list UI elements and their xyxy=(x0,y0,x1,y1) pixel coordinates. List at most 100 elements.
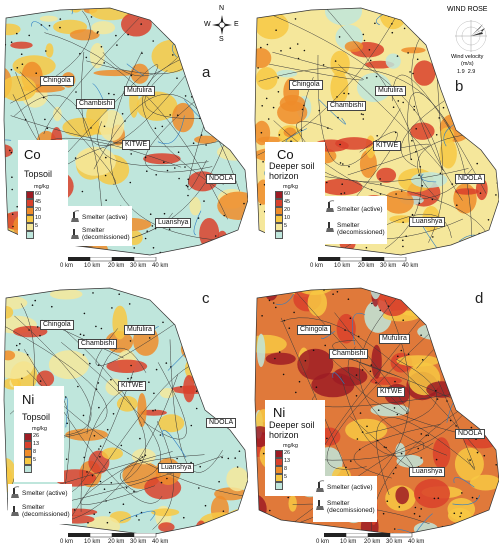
legend-c-unit: mg/kg xyxy=(32,426,47,432)
legend-d-swatch-3 xyxy=(275,466,283,474)
smelter-active-label-c: Smelter (active) xyxy=(22,490,68,497)
scale-bl-0: 0 km xyxy=(60,539,74,545)
legend-d-element: Ni xyxy=(273,405,286,420)
legend-b: Co Deeper soil horizon mg/kg 60 45 20 10… xyxy=(265,142,325,246)
smelter-active-label: Smelter (active) xyxy=(82,214,128,221)
panel-letter-b: b xyxy=(455,78,464,95)
scale-bar-bottom-left: 0 km 10 km 20 km 30 km 40 km xyxy=(60,533,180,550)
legend-d-class-2: 13 xyxy=(284,458,291,464)
scale-br-20: 20 km xyxy=(364,539,381,545)
legend-a-class-1: 60 xyxy=(35,191,42,197)
scale-tr-10: 10 km xyxy=(334,263,351,269)
wind-rose-caption-1: Wind velocity xyxy=(451,54,484,60)
legend-a-swatch-3 xyxy=(26,207,34,215)
smelter-decommissioned-icon-d xyxy=(316,500,324,510)
city-label-chingola-c: Chingola xyxy=(40,320,74,330)
legend-b-class-2: 45 xyxy=(284,199,291,205)
city-label-kitwe-c: KITWE xyxy=(118,381,147,391)
city-label-chingola-b: Chingola xyxy=(289,80,323,90)
scale-tr-20: 20 km xyxy=(358,263,375,269)
scale-tr-30: 30 km xyxy=(380,263,397,269)
map-panel-a: a Chingola Mufulira Chambishi KITWE NDOL… xyxy=(0,0,248,270)
smelter-decom-label-1: Smelter xyxy=(82,227,105,234)
legend-a-class-2: 45 xyxy=(35,199,42,205)
city-label-luanshya-b: Luanshya xyxy=(409,217,446,227)
smelter-active-icon-b xyxy=(326,200,335,212)
scale-top-30: 30 km xyxy=(130,263,147,269)
legend-a-swatch-2 xyxy=(26,199,34,207)
city-label-ndola-b: NDOLA xyxy=(455,174,486,184)
legend-b-unit: mg/kg xyxy=(283,184,298,190)
panel-letter-c: c xyxy=(202,290,210,307)
city-label-mufulira-b: Mufulira xyxy=(375,86,406,96)
smelter-legend-b: Smelter (active) Smelter (decomissioned) xyxy=(323,196,387,244)
smelter-decom-label-2: (decomissioned) xyxy=(82,234,130,241)
city-label-mufulira-d: Mufulira xyxy=(379,334,410,344)
smelter-decom-label-2-d: (decomissioned) xyxy=(327,507,375,514)
legend-b-class-1: 60 xyxy=(284,191,291,197)
legend-d-swatch-4 xyxy=(275,474,283,482)
smelter-legend-c: Smelter (active) Smelter (decomissioned) xyxy=(8,484,72,524)
scale-bar-top-graphic xyxy=(68,257,157,262)
panel-letter-a: a xyxy=(202,64,211,81)
scale-top-20: 20 km xyxy=(108,263,125,269)
legend-d-swatch-1 xyxy=(275,450,283,458)
legend-b-swatch-5 xyxy=(275,223,283,231)
scale-bl-10: 10 km xyxy=(84,539,101,545)
city-label-chingola: Chingola xyxy=(40,76,74,86)
city-label-kitwe: KITWE xyxy=(122,140,151,150)
map-panel-b: b Chingola Mufulira Chambishi KITWE NDOL… xyxy=(251,0,499,270)
compass-w: W xyxy=(204,21,211,28)
smelter-decommissioned-icon xyxy=(71,229,79,239)
scale-top-40: 40 km xyxy=(152,263,169,269)
smelter-decommissioned-icon-c xyxy=(11,506,19,516)
smelter-legend-a: Smelter (active) Smelter (decomissioned) xyxy=(68,206,132,246)
legend-c: Ni Topsoil mg/kg 26 13 8 5 xyxy=(14,386,64,482)
scale-br-10: 10 km xyxy=(340,539,357,545)
legend-a-class-4: 10 xyxy=(35,215,42,221)
legend-c-class-3: 8 xyxy=(33,449,37,455)
scale-br-0: 0 km xyxy=(316,539,330,545)
panel-letter-d: d xyxy=(475,290,484,307)
legend-b-swatch-6 xyxy=(275,231,283,239)
wind-rose-icon xyxy=(455,20,487,52)
city-label-mufulira-c: Mufulira xyxy=(124,325,155,335)
smelter-decommissioned-icon-b xyxy=(326,222,334,232)
compass-n: N xyxy=(219,5,225,12)
scale-bar-top-right-graphic xyxy=(318,257,407,262)
scale-bar-top: 0 km 10 km 20 km 30 km 40 km xyxy=(60,257,180,277)
legend-d-layer-2: horizon xyxy=(269,430,299,440)
smelter-decom-label-1-b: Smelter xyxy=(337,222,360,229)
city-label-luanshya-c: Luanshya xyxy=(158,463,195,473)
legend-b-class-5: 5 xyxy=(284,223,288,229)
legend-c-swatch-3 xyxy=(24,449,32,457)
wind-rose: WIND ROSE Wind velocity (m/s) 1.9 2.9 xyxy=(447,6,495,78)
city-label-ndola: NDOLA xyxy=(206,174,237,184)
legend-d-class-1: 26 xyxy=(284,450,291,456)
wind-rose-values: 1.9 2.9 xyxy=(457,69,476,75)
legend-b-layer-1: Deeper soil xyxy=(269,161,315,171)
legend-b-layer-2: horizon xyxy=(269,171,299,181)
smelter-legend-d: Smelter (active) Smelter (decomissioned) xyxy=(313,476,377,522)
legend-b-class-4: 10 xyxy=(284,215,291,221)
legend-c-swatch-4 xyxy=(24,457,32,465)
city-label-ndola-c: NDOLA xyxy=(206,418,237,428)
city-label-kitwe-d: KITWE xyxy=(377,387,406,397)
map-panel-c: c Chingola Mufulira Chambishi KITWE NDOL… xyxy=(0,280,248,550)
legend-b-swatch-3 xyxy=(275,207,283,215)
legend-c-class-4: 5 xyxy=(33,457,37,463)
city-label-chambishi: Chambishi xyxy=(76,99,116,109)
legend-a-class-3: 20 xyxy=(35,207,42,213)
smelter-decom-label-2-b: (decomissioned) xyxy=(337,229,385,236)
legend-c-element: Ni xyxy=(22,392,35,407)
legend-a-swatch-5 xyxy=(26,223,34,231)
legend-a-swatch-1 xyxy=(26,191,34,199)
scale-top-0: 0 km xyxy=(60,263,74,269)
city-label-mufulira: Mufulira xyxy=(124,86,155,96)
map-c-svg xyxy=(3,287,248,536)
city-label-chingola-d: Chingola xyxy=(297,325,331,335)
legend-c-class-2: 13 xyxy=(33,441,40,447)
legend-d-unit: mg/kg xyxy=(283,443,298,449)
scale-bar-br-graphic xyxy=(324,533,413,538)
legend-a-class-5: 5 xyxy=(35,223,39,229)
